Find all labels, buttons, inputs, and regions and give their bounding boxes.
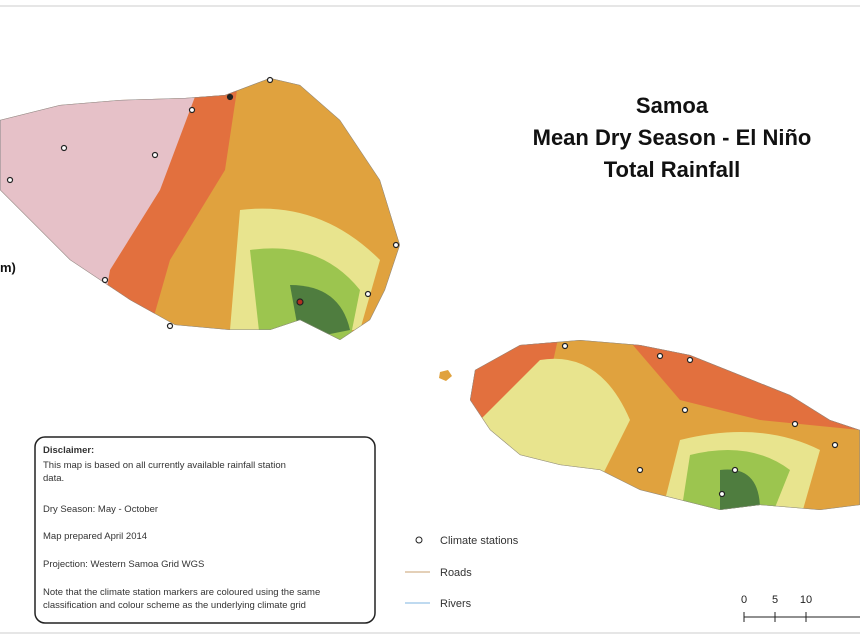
savaii-island	[0, 78, 400, 340]
scale-label: 5	[772, 594, 778, 606]
disclaimer-heading: Disclaimer:	[43, 445, 94, 456]
title-line: Mean Dry Season - El Niño	[533, 125, 812, 150]
scale-label: 10	[800, 594, 812, 606]
disclaimer-line: Projection: Western Samoa Grid WGS	[43, 559, 204, 570]
disclaimer-line: classification and colour scheme as the …	[43, 600, 306, 611]
title-line: Samoa	[636, 93, 709, 118]
islet	[439, 370, 452, 381]
disclaimer-line: Dry Season: May - October	[43, 504, 158, 515]
scale-bar: 0 5 10	[741, 594, 860, 622]
disclaimer-line: Note that the climate station markers ar…	[43, 587, 320, 598]
legend-label: Rivers	[440, 598, 472, 610]
disclaimer-box	[34, 436, 376, 624]
legend-label: Roads	[440, 567, 472, 579]
disclaimer-line: data.	[43, 473, 64, 484]
title-line: Total Rainfall	[604, 157, 741, 182]
disclaimer-line: Map prepared April 2014	[43, 531, 147, 542]
legend-label: Climate stations	[440, 535, 519, 547]
legend-fragment: m)	[0, 260, 16, 275]
stations	[6, 76, 839, 498]
scale-label: 0	[741, 594, 747, 606]
legend-symbol	[415, 536, 423, 544]
disclaimer-line: This map is based on all currently avail…	[43, 460, 286, 471]
